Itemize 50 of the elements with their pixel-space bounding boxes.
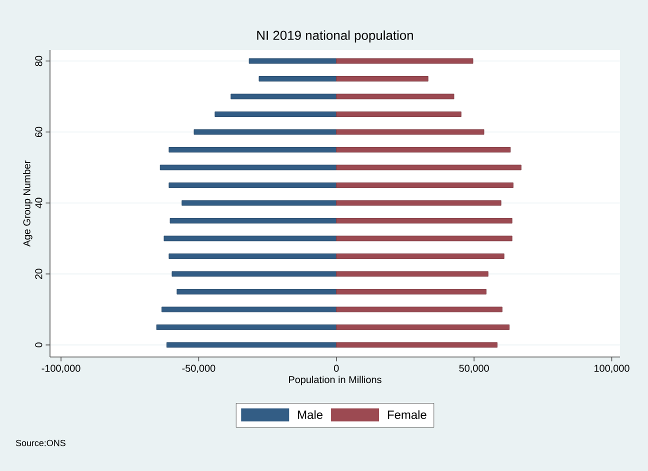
x-tick-label: 50,000: [459, 364, 489, 374]
legend-label: Male: [298, 410, 322, 420]
bar: [168, 146, 337, 152]
y-tick-label: 40: [35, 198, 42, 208]
bar: [336, 146, 511, 152]
bar: [336, 58, 474, 64]
x-tick-label: 0: [334, 364, 339, 372]
source-note: Source:ONS: [16, 440, 66, 446]
y-tick-label: 80: [35, 56, 42, 66]
bar: [248, 58, 337, 64]
bar: [162, 306, 337, 312]
bar: [168, 182, 337, 188]
bar: [176, 288, 337, 294]
bar: [172, 271, 337, 277]
bar: [164, 236, 337, 242]
bar: [214, 112, 337, 117]
y-tick-label: 20: [35, 268, 42, 279]
bar: [336, 200, 502, 206]
x-tick-label: -50,000: [182, 364, 216, 374]
bar: [170, 218, 337, 224]
y-axis-title: Age Group Number: [23, 160, 32, 247]
bar: [258, 76, 337, 82]
bar: [166, 342, 337, 348]
bar: [194, 129, 337, 135]
x-tick-label: 100,000: [594, 364, 630, 374]
bar: [336, 342, 498, 348]
bar: [336, 94, 454, 100]
y-tick-label: 60: [35, 126, 42, 138]
bar: [160, 164, 337, 170]
bar: [336, 288, 486, 294]
bar: [336, 76, 428, 82]
chart-title: NI 2019 national population: [257, 30, 413, 42]
bar: [336, 218, 512, 224]
bar: [336, 324, 510, 330]
bar: [230, 94, 337, 100]
bar: [336, 112, 462, 117]
x-tick-label: -100,000: [42, 364, 80, 374]
bar: [336, 271, 488, 277]
bar: [336, 253, 504, 259]
bar: [336, 164, 522, 170]
legend-label: Female: [388, 410, 426, 420]
bar: [336, 182, 514, 188]
bar: [336, 306, 502, 312]
bar: [336, 236, 512, 242]
x-axis-title: Population in Millions: [289, 376, 382, 386]
bar: [336, 129, 484, 135]
bar: [156, 324, 337, 330]
bar: [168, 253, 337, 259]
y-tick-label: 0: [35, 342, 42, 348]
bar: [182, 200, 337, 206]
